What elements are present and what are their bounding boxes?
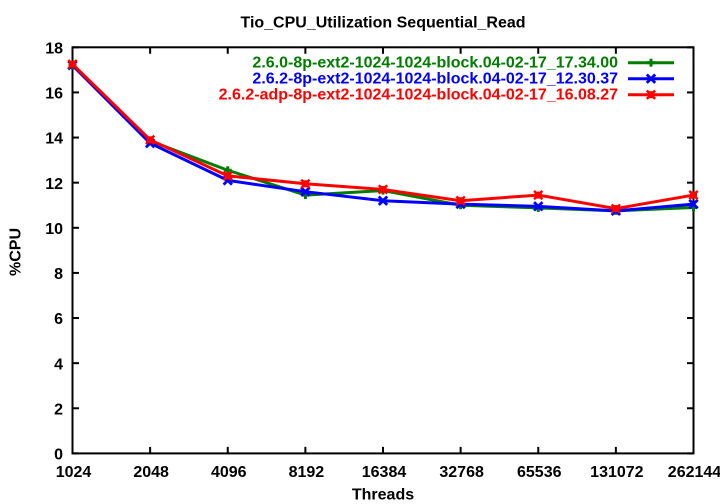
svg-text:16384: 16384 xyxy=(362,464,407,481)
svg-text:32768: 32768 xyxy=(439,464,484,481)
svg-text:16: 16 xyxy=(45,86,63,103)
svg-text:131072: 131072 xyxy=(590,464,643,481)
svg-text:2048: 2048 xyxy=(133,464,169,481)
svg-text:8: 8 xyxy=(54,266,63,283)
svg-text:4: 4 xyxy=(54,356,63,373)
svg-text:12: 12 xyxy=(45,176,63,193)
svg-text:2.6.2-adp-8p-ext2-1024-1024-bl: 2.6.2-adp-8p-ext2-1024-1024-block.04-02-… xyxy=(219,87,618,104)
svg-text:6: 6 xyxy=(54,311,63,328)
svg-text:8192: 8192 xyxy=(289,464,325,481)
svg-text:10: 10 xyxy=(45,221,63,238)
svg-text:18: 18 xyxy=(45,40,63,57)
svg-text:1024: 1024 xyxy=(56,464,92,481)
svg-text:2.6.0-8p-ext2-1024-1024-block.: 2.6.0-8p-ext2-1024-1024-block.04-02-17_1… xyxy=(252,55,618,72)
svg-text:2: 2 xyxy=(54,401,63,418)
svg-text:%CPU: %CPU xyxy=(8,228,25,276)
svg-text:262144: 262144 xyxy=(668,464,720,481)
svg-text:4096: 4096 xyxy=(211,464,247,481)
svg-text:65536: 65536 xyxy=(517,464,562,481)
svg-text:Threads: Threads xyxy=(352,487,414,504)
svg-text:2.6.2-8p-ext2-1024-1024-block.: 2.6.2-8p-ext2-1024-1024-block.04-02-17_1… xyxy=(252,71,618,88)
svg-text:0: 0 xyxy=(54,447,63,464)
svg-text:14: 14 xyxy=(45,131,63,148)
svg-text:Tio_CPU_Utilization Sequential: Tio_CPU_Utilization Sequential_Read xyxy=(240,15,525,32)
